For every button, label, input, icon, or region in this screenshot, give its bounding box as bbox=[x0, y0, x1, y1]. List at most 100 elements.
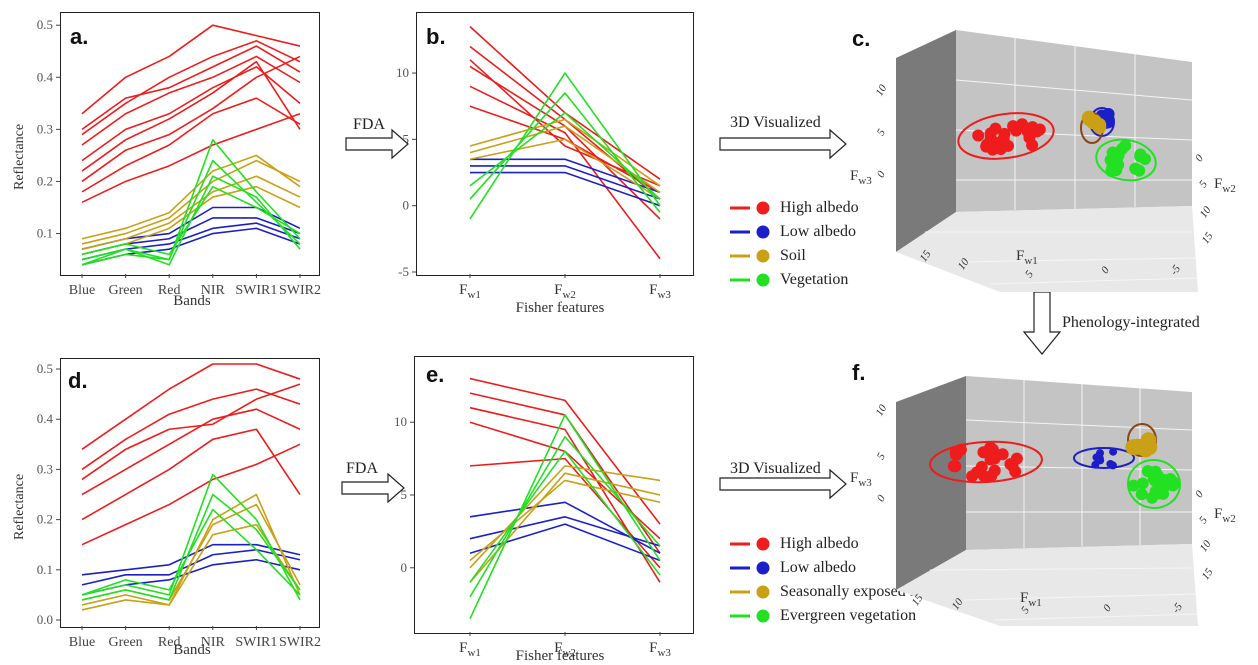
legend-top: High albedo Low albedo Soil Vegetation bbox=[730, 196, 859, 292]
axis-tick-label: 0 bbox=[1193, 152, 1206, 164]
ytick-label: 0.1 bbox=[37, 226, 53, 241]
axis-tick-label: 15 bbox=[1199, 566, 1215, 582]
legend-label: Low albedo bbox=[780, 559, 856, 576]
xtick-label: SWIR1 bbox=[235, 635, 277, 650]
scatter-point-vegetation bbox=[1135, 488, 1148, 501]
series-line-vegetation bbox=[81, 185, 301, 256]
legend-item-low_albedo: Low albedo bbox=[730, 556, 933, 580]
cluster-ellipse-vegetation bbox=[1127, 458, 1181, 510]
legend-item-vegetation: Evergreen vegetation bbox=[730, 604, 933, 628]
xtick-label: Blue bbox=[69, 283, 95, 298]
fda-bottom-label: FDA bbox=[346, 460, 379, 477]
scatter-point-vegetation bbox=[1112, 158, 1125, 171]
ytick-label: 0.2 bbox=[37, 512, 53, 527]
gridline bbox=[963, 593, 1197, 601]
plot-e-frame bbox=[414, 356, 694, 634]
ytick-label: 0.5 bbox=[37, 17, 53, 32]
series-line-vegetation bbox=[469, 450, 661, 583]
scatter-point-low_albedo bbox=[1106, 459, 1115, 468]
gridline bbox=[929, 567, 1193, 571]
xtick-label: Green bbox=[108, 635, 142, 650]
scatter-point-high_albedo bbox=[966, 470, 979, 483]
series-line-soil bbox=[81, 523, 301, 606]
axis-title: Fw3 bbox=[850, 470, 872, 489]
axis-tick-label: 5 bbox=[1023, 268, 1036, 280]
panel-b-xlabel: Fisher features bbox=[515, 300, 605, 316]
panel-a-letter: a. bbox=[70, 24, 89, 49]
scatter-point-high_albedo bbox=[1023, 131, 1036, 144]
panel-d-xlabel: Bands bbox=[173, 642, 211, 658]
panel-e-xlabel: Fisher features bbox=[515, 648, 605, 664]
series-line-high_albedo bbox=[81, 428, 301, 521]
legend-swatch-icon bbox=[730, 201, 770, 215]
scatter-point-vegetation bbox=[1139, 152, 1152, 165]
legend-item-high_albedo: High albedo bbox=[730, 196, 859, 220]
cluster-ellipse-low_albedo bbox=[1073, 447, 1135, 469]
ytick-label: 0.3 bbox=[37, 121, 53, 136]
scatter-point-soil bbox=[1141, 439, 1158, 456]
legend-swatch-icon bbox=[730, 537, 770, 551]
xtick-label: SWIR2 bbox=[279, 635, 321, 650]
cluster-ellipse-vegetation bbox=[1095, 138, 1157, 182]
legend-label: Soil bbox=[780, 247, 806, 264]
axis-tick-label: 0 bbox=[1193, 488, 1206, 500]
axis-tick-label: 0 bbox=[1099, 264, 1112, 276]
viz-top-label: 3D Visualized bbox=[730, 114, 821, 131]
scatter-point-soil bbox=[1086, 115, 1101, 130]
legend-swatch-icon bbox=[730, 561, 770, 575]
legend-label: High albedo bbox=[780, 535, 859, 552]
legend-item-soil: Soil bbox=[730, 244, 859, 268]
ytick-label: 0.4 bbox=[37, 69, 54, 84]
series-line-soil bbox=[81, 175, 301, 250]
scatter-point-high_albedo bbox=[997, 132, 1010, 145]
panel-c-letter: c. bbox=[852, 26, 871, 51]
xtick-label: Blue bbox=[69, 635, 95, 650]
ytick-label: 0 bbox=[403, 198, 410, 213]
series-line-high_albedo bbox=[81, 443, 301, 546]
ytick-label: 0 bbox=[401, 560, 408, 575]
legend-item-high_albedo: High albedo bbox=[730, 532, 933, 556]
scatter-point-vegetation bbox=[1119, 139, 1132, 152]
fda-top-label: FDA bbox=[353, 116, 386, 133]
floor bbox=[896, 544, 1198, 626]
series-line-high_albedo bbox=[469, 457, 661, 569]
xtick-label: Red bbox=[158, 283, 181, 298]
legend-label: High albedo bbox=[780, 199, 859, 216]
xtick-label: Fw2 bbox=[554, 640, 576, 659]
legend-swatch-icon bbox=[730, 225, 770, 239]
ytick-label: 5 bbox=[403, 131, 410, 146]
ytick-label: 0.3 bbox=[37, 461, 53, 476]
xtick-label: Fw3 bbox=[649, 282, 671, 301]
scatter-point-vegetation bbox=[1157, 487, 1170, 500]
axis-tick-label: 5 bbox=[875, 127, 888, 138]
scatter-point-high_albedo bbox=[978, 470, 991, 483]
scatter-point-high_albedo bbox=[1016, 118, 1029, 131]
legend-swatch-icon bbox=[730, 273, 770, 287]
series-line-high_albedo bbox=[81, 97, 301, 193]
scatter-point-vegetation bbox=[1146, 491, 1159, 504]
ytick-label: 0.2 bbox=[37, 173, 53, 188]
axis-tick-label: 10 bbox=[873, 402, 889, 418]
axis-tick-label: 10 bbox=[1197, 538, 1213, 554]
scatter-point-high_albedo bbox=[949, 460, 962, 473]
legend-item-low_albedo: Low albedo bbox=[730, 220, 859, 244]
scatter-point-high_albedo bbox=[984, 127, 997, 140]
scatter-point-vegetation bbox=[1136, 477, 1149, 490]
gridline bbox=[993, 613, 1198, 621]
axis-tick-label: 5 bbox=[1019, 604, 1032, 616]
series-line-high_albedo bbox=[469, 377, 661, 525]
axis-tick-label: 0 bbox=[1101, 602, 1114, 614]
phenology-label: Phenology-integrated bbox=[1062, 314, 1200, 331]
plot-a-frame bbox=[60, 12, 320, 276]
scatter-point-high_albedo bbox=[950, 448, 963, 461]
legend-bottom: High albedo Low albedo Seasonally exposed … bbox=[730, 532, 933, 628]
series-line-vegetation bbox=[81, 473, 301, 601]
scatter-point-low_albedo bbox=[1109, 447, 1118, 456]
scatter-point-high_albedo bbox=[994, 143, 1007, 156]
axis-title: Fw1 bbox=[1020, 590, 1042, 609]
series-line-low_albedo bbox=[469, 516, 661, 547]
